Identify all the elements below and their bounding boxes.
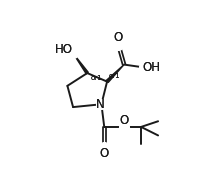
Text: or1: or1: [90, 75, 102, 81]
Text: or1: or1: [90, 75, 102, 81]
Text: N: N: [96, 98, 104, 111]
Text: N: N: [96, 98, 104, 111]
Text: or1: or1: [108, 73, 120, 79]
Text: HO: HO: [55, 43, 73, 56]
Text: O: O: [114, 31, 123, 44]
Text: HO: HO: [55, 43, 73, 56]
Text: OH: OH: [143, 61, 161, 74]
Text: or1: or1: [108, 73, 120, 79]
Text: O: O: [100, 147, 109, 160]
Text: O: O: [119, 114, 129, 127]
Polygon shape: [73, 53, 88, 74]
Text: O: O: [119, 114, 129, 127]
Text: O: O: [100, 147, 109, 160]
Polygon shape: [106, 65, 124, 83]
Text: OH: OH: [143, 61, 161, 74]
Text: O: O: [114, 31, 123, 44]
